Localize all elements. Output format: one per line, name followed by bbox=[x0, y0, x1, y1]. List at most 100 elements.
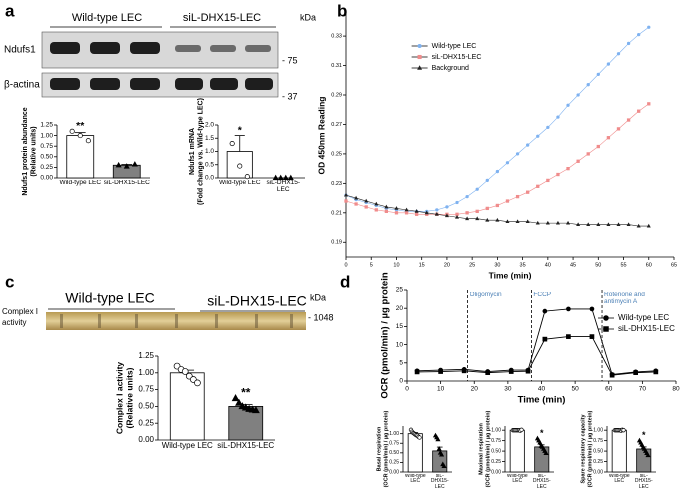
y-axis-label: Ndufs1 mRNA bbox=[189, 128, 196, 175]
event-label: Rotenone and antimycin A bbox=[604, 292, 645, 305]
marker bbox=[616, 222, 621, 226]
y-axis-label: (Relative units) bbox=[124, 367, 134, 428]
marker bbox=[546, 125, 550, 130]
marker bbox=[434, 212, 439, 216]
marker bbox=[596, 144, 600, 149]
series-line bbox=[417, 308, 656, 375]
marker bbox=[237, 163, 243, 169]
series-line bbox=[345, 103, 649, 215]
marker bbox=[536, 134, 540, 138]
y-tick-label: 1.00 bbox=[593, 428, 603, 434]
band bbox=[255, 314, 258, 328]
x-tick-label: 15 bbox=[419, 262, 425, 268]
marker bbox=[343, 192, 349, 197]
series-line bbox=[417, 336, 656, 376]
marker bbox=[485, 178, 489, 183]
event-label-box: Rotenone and antimycin A bbox=[604, 292, 645, 305]
y-tick-label: 20 bbox=[396, 305, 404, 312]
band bbox=[135, 314, 138, 328]
marker bbox=[414, 212, 419, 216]
x-tick-label: 60 bbox=[605, 386, 613, 393]
marker bbox=[616, 127, 621, 131]
marker bbox=[495, 217, 500, 222]
x-tick-label: Wild-type LEC bbox=[59, 180, 102, 186]
y-tick-label: 1.00 bbox=[491, 428, 501, 434]
marker bbox=[636, 223, 641, 228]
marker bbox=[535, 220, 540, 225]
x-tick-label-box: siL-DHX15-LEC bbox=[532, 474, 551, 490]
x-tick-label-box: siL-DHX15-LEC bbox=[635, 474, 653, 489]
legend-label: siL-DHX15-LEC bbox=[432, 54, 482, 61]
band bbox=[90, 78, 120, 90]
panel-letter: b bbox=[337, 1, 347, 20]
y-tick-label: 0.50 bbox=[138, 402, 154, 411]
x-tick-label: siL-DHX15-LEC bbox=[532, 474, 551, 490]
band bbox=[50, 78, 80, 90]
row-label: activity bbox=[2, 318, 26, 327]
x-tick-label-box: Wild-type LEC bbox=[405, 474, 426, 484]
band bbox=[175, 78, 203, 90]
y-tick-label: 1.0 bbox=[205, 148, 214, 155]
blot-a: Wild-type LEC siL-DHX15-LEC kDa Ndufs1 β… bbox=[4, 12, 316, 101]
band bbox=[98, 314, 101, 328]
y-tick-label: 0.0 bbox=[205, 175, 214, 182]
marker bbox=[444, 213, 449, 218]
x-tick-label: siL-DHX15-LEC bbox=[217, 442, 275, 450]
marker bbox=[354, 202, 358, 206]
marker bbox=[555, 220, 560, 225]
band bbox=[50, 42, 80, 54]
marker bbox=[231, 394, 240, 402]
marker bbox=[505, 199, 510, 203]
marker bbox=[586, 222, 591, 226]
marker bbox=[508, 369, 514, 374]
marker bbox=[609, 372, 615, 378]
x-tick-label-box: Wild-type LEC bbox=[59, 180, 102, 186]
marker bbox=[69, 128, 75, 134]
marker bbox=[384, 204, 389, 209]
significance: * bbox=[238, 124, 243, 136]
marker bbox=[515, 152, 520, 156]
row-label: Complex I bbox=[2, 307, 38, 316]
marker bbox=[445, 205, 449, 209]
marker bbox=[626, 41, 631, 46]
y-tick-label: 0.25 bbox=[491, 459, 501, 465]
y-axis-label: (Fold change vs. Wild-type LEC) bbox=[197, 98, 204, 205]
y-tick-label: 0.25 bbox=[389, 460, 399, 466]
x-tick-label: 65 bbox=[671, 262, 677, 268]
event-label-box: Oligomycin bbox=[470, 292, 502, 298]
marker bbox=[475, 187, 479, 191]
marker bbox=[626, 118, 631, 122]
x-tick-label: 30 bbox=[504, 386, 512, 393]
band bbox=[290, 314, 293, 328]
row-label: Ndufs1 bbox=[4, 45, 36, 56]
significance: ** bbox=[76, 120, 85, 132]
y-axis-label: (OCR (pmol/min) / µg protein) bbox=[383, 410, 389, 487]
marker bbox=[646, 223, 651, 228]
marker bbox=[536, 184, 540, 188]
marker bbox=[282, 174, 289, 181]
marker bbox=[465, 211, 469, 215]
marker bbox=[589, 306, 595, 312]
marker bbox=[417, 43, 422, 49]
marker bbox=[576, 159, 580, 163]
marker bbox=[475, 216, 480, 221]
legend-label: Wild-type LEC bbox=[432, 43, 477, 50]
marker bbox=[515, 194, 520, 199]
marker bbox=[374, 201, 379, 206]
marker bbox=[384, 209, 389, 213]
band bbox=[245, 78, 273, 90]
y-tick-label: 0.75 bbox=[593, 438, 603, 444]
y-tick-label: 0.50 bbox=[491, 448, 501, 454]
group-label: Wild-type LEC bbox=[65, 290, 154, 306]
band bbox=[130, 78, 160, 90]
x-tick-label: 10 bbox=[393, 262, 399, 268]
marker bbox=[287, 174, 294, 181]
marker bbox=[647, 25, 651, 29]
group-label: siL-DHX15-LEC bbox=[207, 293, 307, 309]
band bbox=[210, 78, 238, 90]
y-tick-label: 0.19 bbox=[331, 240, 342, 246]
y-tick-label: 2.0 bbox=[205, 122, 214, 129]
x-tick-label: Wild-type LEC bbox=[161, 442, 213, 450]
marker bbox=[637, 32, 641, 37]
x-tick-label: 80 bbox=[672, 386, 680, 393]
